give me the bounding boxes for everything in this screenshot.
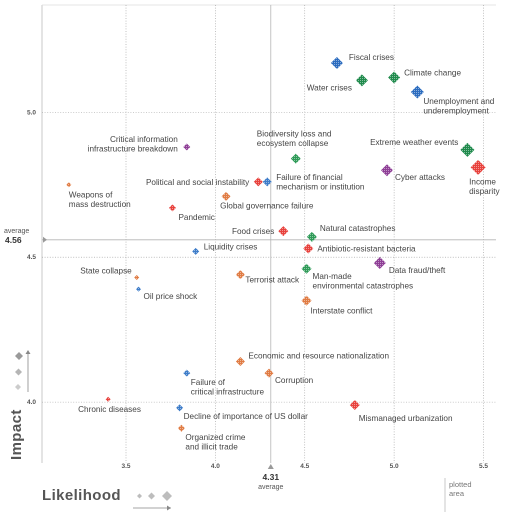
x-axis-title: Likelihood bbox=[42, 487, 121, 504]
data-labels: Fiscal crises Water crises Climate change U… bbox=[69, 53, 501, 452]
data-point-texture bbox=[301, 295, 312, 306]
data-point-texture bbox=[177, 424, 185, 432]
data-point-texture bbox=[176, 404, 184, 412]
data-point-texture bbox=[66, 182, 72, 188]
y-axis-title: Impact bbox=[8, 409, 25, 460]
data-point-texture bbox=[290, 153, 301, 164]
plotted-area-note: plotted area bbox=[449, 480, 472, 498]
x-tick-label: 5.0 bbox=[390, 463, 399, 470]
data-point-texture bbox=[303, 243, 314, 254]
data-point-texture bbox=[134, 274, 140, 280]
data-label: Food crises bbox=[232, 227, 274, 236]
x-tick-label: 5.5 bbox=[479, 463, 488, 470]
data-label: Corruption bbox=[275, 376, 314, 385]
average-y-label: average bbox=[4, 228, 29, 235]
data-label: Man-made environmental catastrophes bbox=[313, 272, 414, 291]
data-point-texture bbox=[373, 256, 386, 269]
data-point-texture bbox=[183, 369, 191, 377]
data-point-texture bbox=[192, 247, 200, 255]
data-label: Organized crime and illicit trade bbox=[185, 433, 246, 452]
data-label: Data fraud/theft bbox=[389, 266, 446, 275]
axis-ticks: 3.5 4.0 4.5 5.0 5.5 4.0 4.5 5.0 bbox=[27, 109, 488, 470]
data-label: Failure of critical infrastructure bbox=[191, 378, 265, 397]
data-label: Cyber attacks bbox=[395, 173, 445, 182]
data-label: Global governance failure bbox=[220, 201, 314, 210]
average-x-label: average bbox=[258, 484, 283, 491]
data-label: Mismanaged urbanization bbox=[359, 414, 453, 423]
data-point-texture bbox=[105, 396, 111, 402]
data-label: Biodiversity loss and ecosystem collapse bbox=[257, 130, 332, 149]
x-tick-label: 4.5 bbox=[300, 463, 309, 470]
y-tick-label: 5.0 bbox=[27, 109, 36, 116]
average-y-value: 4.56 bbox=[5, 235, 22, 245]
data-label: Water crises bbox=[307, 83, 352, 92]
x-tick-label: 4.0 bbox=[211, 463, 220, 470]
data-point-texture bbox=[253, 177, 263, 187]
data-label: Liquidity crises bbox=[204, 242, 258, 251]
data-label: Climate change bbox=[404, 68, 461, 77]
data-label: Income disparity bbox=[469, 177, 500, 196]
data-point-texture bbox=[168, 204, 176, 212]
data-label: Political and social instability bbox=[146, 178, 250, 187]
data-point-texture bbox=[460, 142, 475, 157]
data-point-texture bbox=[301, 263, 312, 274]
data-point-texture bbox=[388, 71, 401, 84]
data-point-texture bbox=[380, 164, 393, 177]
data-point-texture bbox=[306, 231, 317, 242]
data-label: Decline of importance of US dollar bbox=[184, 412, 309, 421]
y-tick-label: 4.5 bbox=[27, 254, 36, 261]
x-tick-label: 3.5 bbox=[121, 463, 130, 470]
data-label: Extreme weather events bbox=[370, 138, 458, 147]
data-label: Natural catastrophes bbox=[320, 224, 396, 233]
data-point-texture bbox=[262, 177, 272, 187]
data-point-texture bbox=[235, 357, 245, 367]
data-label: Economic and resource nationalization bbox=[248, 352, 389, 361]
data-point-texture bbox=[235, 270, 245, 280]
data-label: State collapse bbox=[80, 266, 132, 275]
average-x-marker bbox=[267, 464, 274, 469]
data-label: Unemployment and underemployment bbox=[423, 97, 494, 116]
data-point-texture bbox=[278, 226, 289, 237]
y-tick-label: 4.0 bbox=[27, 399, 36, 406]
data-label: Terrorist attack bbox=[245, 276, 300, 285]
data-point-texture bbox=[136, 286, 142, 292]
data-label: Fiscal crises bbox=[349, 53, 394, 62]
data-point-texture bbox=[330, 56, 343, 69]
data-points bbox=[66, 56, 486, 432]
data-label: Chronic diseases bbox=[78, 405, 141, 414]
data-label: Critical information infrastructure break… bbox=[88, 135, 179, 154]
data-point-texture bbox=[221, 191, 231, 201]
data-label: Failure of financial mechanism or institu… bbox=[276, 173, 365, 192]
data-point-texture bbox=[183, 143, 191, 151]
average-x-value: 4.31 bbox=[263, 472, 280, 482]
data-label: Antibiotic-resistant bacteria bbox=[317, 244, 416, 253]
data-point-texture bbox=[349, 400, 360, 411]
data-label: Oil price shock bbox=[144, 292, 199, 301]
data-point-texture bbox=[264, 368, 274, 378]
data-point-texture bbox=[410, 85, 424, 99]
data-point-texture bbox=[470, 159, 486, 175]
data-label: Weapons of mass destruction bbox=[69, 191, 131, 210]
data-label: Pandemic bbox=[178, 213, 214, 222]
average-y-marker bbox=[43, 236, 47, 243]
likelihood-scale-icon bbox=[133, 491, 172, 511]
impact-scale-icon bbox=[15, 350, 31, 392]
data-point-texture bbox=[355, 74, 368, 87]
data-label: Interstate conflict bbox=[311, 307, 374, 316]
